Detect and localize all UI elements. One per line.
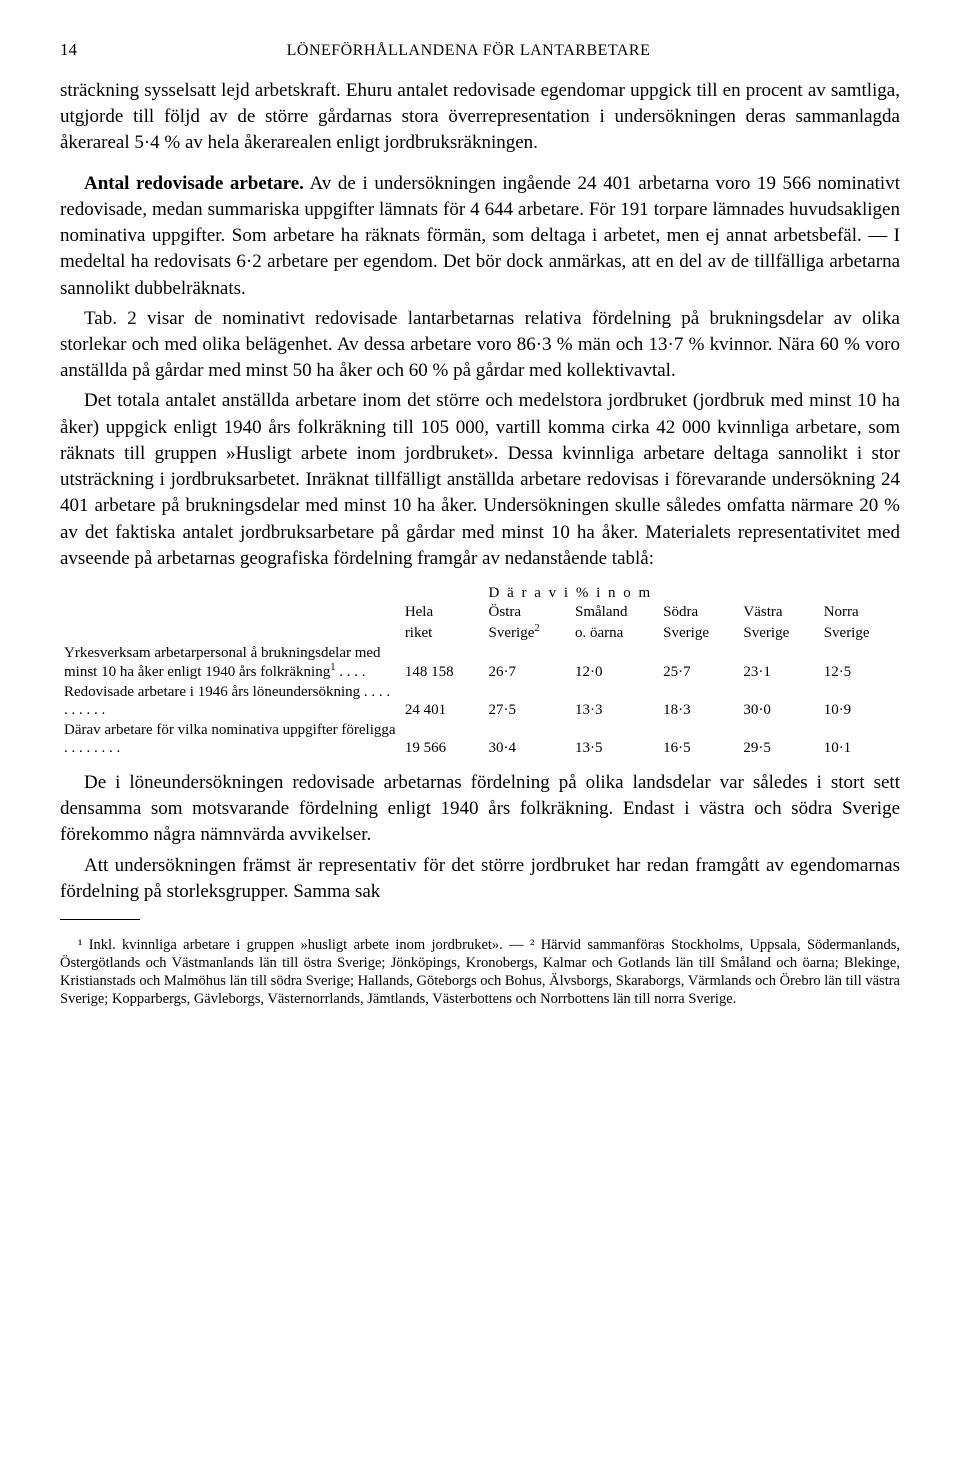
th-col5a: Västra <box>739 603 819 622</box>
cell: 18·3 <box>659 682 739 720</box>
cell: 27·5 <box>485 682 571 720</box>
cell: 30·4 <box>485 720 571 758</box>
th-col2-sup: 2 <box>534 623 539 634</box>
row1-label: Redovisade arbetare i 1946 års löneunder… <box>64 684 360 700</box>
th-group: D ä r a v i % i n o m <box>485 584 900 603</box>
cell: 16·5 <box>659 720 739 758</box>
cell: 13·3 <box>571 682 659 720</box>
cell: 24 401 <box>401 682 485 720</box>
cell: 19 566 <box>401 720 485 758</box>
para2-lead: Antal redovisade arbetare. <box>84 173 304 194</box>
th-col4b: Sverige <box>659 622 739 643</box>
cell: 25·7 <box>659 643 739 682</box>
table-row: Redovisade arbetare i 1946 års löneunder… <box>60 682 900 720</box>
gap <box>60 161 900 171</box>
row-label: Därav arbetare för vilka nominativa uppg… <box>60 720 401 758</box>
th-col6b: Sverige <box>820 622 900 643</box>
th-blank <box>60 584 401 603</box>
cell: 26·7 <box>485 643 571 682</box>
table-header-group: D ä r a v i % i n o m <box>60 584 900 603</box>
paragraph-4: Det totala antalet anställda arbetare in… <box>60 388 900 572</box>
paragraph-3: Tab. 2 visar de nominativt redovisade la… <box>60 306 900 385</box>
th-col2b-text: Sverige <box>489 625 535 641</box>
table-header-row1: Hela Östra Småland Södra Västra Norra <box>60 603 900 622</box>
th-col2b: Sverige2 <box>485 622 571 643</box>
cell: 10·1 <box>820 720 900 758</box>
cell: 12·0 <box>571 643 659 682</box>
th-col3a: Småland <box>571 603 659 622</box>
paragraph-2: Antal redovisade arbetare. Av de i under… <box>60 171 900 302</box>
th-blank <box>60 622 401 643</box>
paragraph-1: sträckning sysselsatt lejd arbetskraft. … <box>60 78 900 157</box>
cell: 148 158 <box>401 643 485 682</box>
th-col2a: Östra <box>485 603 571 622</box>
footnote-rule <box>60 919 140 920</box>
footnotes: ¹ Inkl. kvinnliga arbetare i gruppen »hu… <box>60 936 900 1009</box>
cell: 23·1 <box>739 643 819 682</box>
footnote-text: ¹ Inkl. kvinnliga arbetare i gruppen »hu… <box>60 936 900 1009</box>
th-blank <box>401 584 485 603</box>
page: 14 LÖNEFÖRHÅLLANDENA FÖR LANTARBETARE st… <box>0 0 960 1049</box>
header-row: 14 LÖNEFÖRHÅLLANDENA FÖR LANTARBETARE <box>60 40 900 60</box>
table-row: Yrkesverksam arbetarpersonal å bruknings… <box>60 643 900 682</box>
cell: 10·9 <box>820 682 900 720</box>
th-col6a: Norra <box>820 603 900 622</box>
row-label: Redovisade arbetare i 1946 års löneunder… <box>60 682 401 720</box>
cell: 29·5 <box>739 720 819 758</box>
th-col1b: riket <box>401 622 485 643</box>
th-col3b: o. öarna <box>571 622 659 643</box>
row2-label: Därav arbetare för vilka nominativa uppg… <box>64 722 396 738</box>
table-header-row2: riket Sverige2 o. öarna Sverige Sverige … <box>60 622 900 643</box>
th-blank <box>60 603 401 622</box>
th-col5b: Sverige <box>739 622 819 643</box>
distribution-table: D ä r a v i % i n o m Hela Östra Småland… <box>60 584 900 758</box>
row-label: Yrkesverksam arbetarpersonal å bruknings… <box>60 643 401 682</box>
th-col4a: Södra <box>659 603 739 622</box>
cell: 30·0 <box>739 682 819 720</box>
paragraph-6: Att undersökningen främst är representat… <box>60 853 900 905</box>
paragraph-5: De i löneundersökningen redovisade arbet… <box>60 770 900 849</box>
running-head: LÖNEFÖRHÅLLANDENA FÖR LANTARBETARE <box>57 42 880 60</box>
th-col1a: Hela <box>401 603 485 622</box>
table-row: Därav arbetare för vilka nominativa uppg… <box>60 720 900 758</box>
cell: 13·5 <box>571 720 659 758</box>
cell: 12·5 <box>820 643 900 682</box>
row2-dots: . . . . . . . . <box>64 740 120 756</box>
row0-dots: . . . . <box>335 664 365 680</box>
